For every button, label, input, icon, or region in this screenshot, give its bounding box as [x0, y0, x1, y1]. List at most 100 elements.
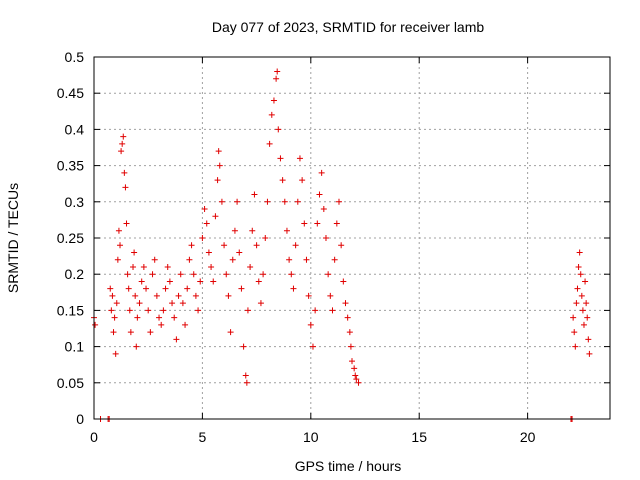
- data-point: [577, 271, 584, 278]
- data-point: [578, 292, 585, 299]
- data-point: [292, 242, 299, 249]
- data-point: [283, 227, 290, 234]
- data-point: [238, 285, 245, 292]
- x-tick-label: 5: [199, 429, 207, 445]
- data-point: [290, 285, 297, 292]
- y-tick-label: 0.25: [57, 230, 84, 246]
- data-point: [247, 263, 254, 270]
- x-tick-label: 20: [520, 429, 536, 445]
- data-point: [111, 314, 118, 321]
- data-point: [309, 343, 316, 350]
- data-point: [253, 242, 260, 249]
- data-point: [227, 329, 234, 336]
- y-tick-label: 0.4: [65, 121, 85, 137]
- data-point: [179, 300, 186, 307]
- data-point: [108, 307, 115, 314]
- data-point: [138, 278, 145, 285]
- data-point: [325, 271, 332, 278]
- data-point: [262, 235, 269, 241]
- data-point: [136, 300, 143, 307]
- data-point: [156, 314, 163, 321]
- data-point: [576, 249, 583, 256]
- data-point: [288, 271, 295, 278]
- data-point: [132, 292, 139, 299]
- data-point: [344, 314, 351, 321]
- data-point: [322, 235, 329, 241]
- y-tick-label: 0.2: [65, 266, 85, 282]
- data-point: [120, 133, 127, 140]
- data-point: [109, 292, 116, 299]
- data-point: [123, 220, 130, 227]
- data-point: [151, 256, 158, 263]
- data-point: [353, 376, 360, 383]
- data-point: [149, 271, 156, 278]
- data-point: [277, 155, 284, 162]
- data-point: [257, 300, 264, 307]
- data-point: [145, 307, 152, 314]
- data-point: [268, 111, 275, 118]
- data-point: [223, 271, 230, 278]
- data-point: [320, 206, 327, 213]
- data-point: [166, 278, 173, 285]
- data-point: [296, 155, 303, 162]
- data-point: [255, 278, 262, 285]
- data-point: [225, 292, 232, 299]
- data-point: [158, 321, 165, 328]
- data-point: [218, 198, 225, 205]
- data-point: [130, 263, 137, 270]
- y-tick-label: 0.15: [57, 302, 84, 318]
- x-tick-label: 15: [411, 429, 427, 445]
- data-point: [575, 263, 582, 270]
- y-tick-label: 0.1: [65, 339, 85, 355]
- x-tick-label: 10: [303, 429, 319, 445]
- data-point: [212, 213, 219, 220]
- data-point: [169, 300, 176, 307]
- data-point: [274, 68, 281, 75]
- data-point: [264, 198, 271, 205]
- data-point: [327, 292, 334, 299]
- y-tick-label: 0.35: [57, 158, 84, 174]
- data-point: [351, 365, 358, 372]
- data-point: [242, 372, 249, 379]
- data-point: [110, 329, 117, 336]
- data-point: [184, 285, 191, 292]
- data-point: [221, 242, 228, 249]
- data-point: [236, 249, 243, 256]
- data-point: [582, 278, 589, 285]
- data-point: [231, 227, 238, 234]
- data-point: [260, 271, 267, 278]
- data-point: [266, 140, 273, 147]
- data-point: [203, 220, 210, 227]
- data-point: [117, 242, 124, 249]
- data-point: [119, 140, 126, 147]
- data-point: [186, 256, 193, 263]
- data-point: [126, 307, 133, 314]
- plot-frame: [93, 56, 611, 420]
- data-point: [112, 350, 119, 357]
- data-point: [585, 336, 592, 343]
- data-point: [192, 292, 199, 299]
- data-point: [299, 177, 306, 184]
- chart-title: Day 077 of 2023, SRMTID for receiver lam…: [212, 19, 485, 35]
- data-point: [199, 235, 206, 241]
- data-point: [143, 285, 150, 292]
- data-point: [215, 148, 222, 155]
- data-point: [571, 329, 578, 336]
- data-point: [352, 372, 359, 379]
- grid: [94, 57, 610, 419]
- data-point: [294, 198, 301, 205]
- data-point: [188, 242, 195, 249]
- data-point: [286, 256, 293, 263]
- data-point: [133, 343, 140, 350]
- data-point: [249, 227, 256, 234]
- data-point: [115, 227, 122, 234]
- y-tick-label: 0.05: [57, 375, 84, 391]
- data-point: [586, 350, 593, 357]
- data-point: [114, 256, 121, 263]
- x-tick-labels: 0 5 10 15 20: [90, 429, 536, 445]
- data-point: [273, 75, 280, 82]
- data-point: [127, 329, 134, 336]
- y-tick-label: 0.3: [65, 194, 85, 210]
- data-point: [355, 379, 362, 386]
- data-point: [113, 300, 120, 307]
